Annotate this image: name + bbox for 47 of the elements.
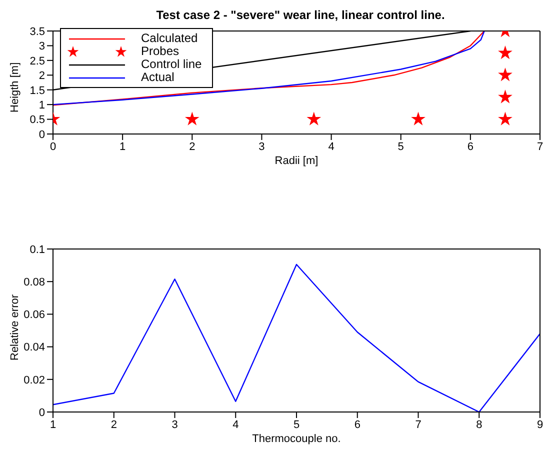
point	[498, 46, 512, 60]
y-tick-label: 0	[38, 128, 45, 141]
y-axis-title: Relative error	[8, 294, 21, 360]
y-tick-label: 0.06	[24, 309, 45, 322]
chart-title: Test case 2 - "severe" wear line, linear control line.	[155, 8, 446, 24]
x-tick-label: 4	[232, 418, 239, 431]
x-tick-label: 6	[354, 418, 360, 431]
y-axis-title: Heigth [m]	[8, 62, 21, 112]
x-tick-label: 4	[328, 140, 334, 153]
point	[498, 112, 512, 126]
x-tick-label: 5	[293, 418, 300, 431]
legend-label: Probes	[141, 44, 180, 58]
y-tick-label: 1.5	[30, 84, 45, 97]
point	[306, 112, 322, 126]
legend-label: Calculated	[141, 31, 198, 45]
x-tick-label: 5	[398, 140, 404, 153]
y-tick-label: 2	[38, 70, 45, 82]
y-tick-label: 3	[38, 40, 45, 53]
x-tick-label: 2	[189, 140, 196, 153]
y-tick-label: 0.08	[24, 276, 45, 289]
point	[411, 112, 426, 126]
legend-label: Actual	[141, 70, 174, 84]
point	[184, 112, 200, 126]
x-tick-label: 2	[110, 418, 117, 431]
y-tick-label: 0.02	[24, 374, 45, 386]
x-axis-title: Radii [m]	[274, 155, 318, 167]
x-tick-label: 1	[120, 140, 126, 153]
x-axis-title: Thermocouple no.	[252, 433, 341, 445]
x-tick-label: 3	[258, 140, 265, 153]
x-tick-label: 9	[536, 418, 544, 431]
x-tick-label: 7	[536, 140, 544, 153]
point	[498, 90, 512, 104]
y-tick-label: 3.5	[30, 26, 45, 38]
x-tick-label: 3	[172, 418, 178, 431]
y-tick-label: 2.5	[30, 55, 45, 68]
legend-label: Control line	[141, 57, 202, 71]
x-tick-label: 8	[476, 418, 482, 431]
point	[498, 68, 512, 82]
y-tick-label: 0.04	[24, 342, 45, 354]
y-tick-label: 0.5	[30, 114, 45, 126]
x-tick-label: 7	[415, 418, 422, 431]
y-tick-label: 0	[38, 406, 45, 419]
x-tick-label: 0	[50, 140, 56, 153]
y-tick-label: 0.1	[30, 244, 45, 256]
x-tick-label: 6	[467, 140, 474, 153]
y-tick-label: 1	[38, 99, 45, 112]
x-tick-label: 1	[50, 418, 56, 431]
